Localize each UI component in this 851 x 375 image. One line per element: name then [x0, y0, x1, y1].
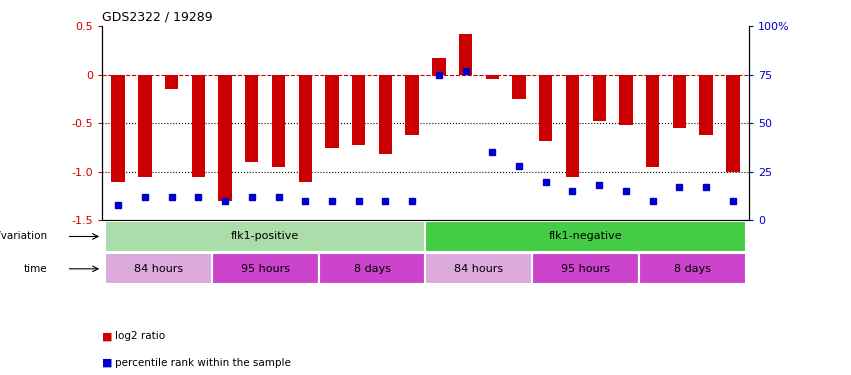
Bar	[405, 75, 419, 135]
Bar	[325, 75, 339, 147]
Bar	[426, 253, 533, 284]
Bar	[111, 75, 125, 182]
Bar	[138, 75, 151, 177]
Bar	[639, 253, 746, 284]
Text: time: time	[24, 264, 47, 274]
Bar	[318, 253, 426, 284]
Text: flk1-positive: flk1-positive	[231, 231, 300, 242]
Bar	[165, 75, 179, 89]
Text: flk1-negative: flk1-negative	[549, 231, 623, 242]
Bar	[245, 75, 259, 162]
Text: ■: ■	[102, 331, 112, 341]
Bar	[512, 75, 526, 99]
Text: ■: ■	[102, 357, 112, 368]
Bar	[672, 75, 686, 128]
Text: 84 hours: 84 hours	[134, 264, 183, 274]
Bar	[212, 253, 318, 284]
Bar	[191, 75, 205, 177]
Text: 95 hours: 95 hours	[562, 264, 610, 274]
Bar	[352, 75, 365, 145]
Bar	[379, 75, 392, 154]
Bar	[646, 75, 660, 167]
Bar	[486, 75, 499, 79]
Bar	[726, 75, 740, 172]
Bar	[299, 75, 312, 182]
Text: 84 hours: 84 hours	[454, 264, 504, 274]
Text: 95 hours: 95 hours	[241, 264, 289, 274]
Bar	[592, 75, 606, 122]
Text: 8 days: 8 days	[353, 264, 391, 274]
Bar	[700, 75, 713, 135]
Text: genotype/variation: genotype/variation	[0, 231, 47, 242]
Bar	[533, 253, 639, 284]
Bar	[219, 75, 231, 201]
Bar	[459, 34, 472, 75]
Bar	[620, 75, 632, 125]
Text: percentile rank within the sample: percentile rank within the sample	[115, 357, 291, 368]
Text: log2 ratio: log2 ratio	[115, 331, 165, 341]
Bar	[539, 75, 552, 141]
Text: GDS2322 / 19289: GDS2322 / 19289	[102, 11, 213, 24]
Text: 8 days: 8 days	[674, 264, 711, 274]
Bar	[566, 75, 580, 177]
Bar	[105, 221, 426, 252]
Bar	[432, 58, 446, 75]
Bar	[426, 221, 746, 252]
Bar	[271, 75, 285, 167]
Bar	[105, 253, 212, 284]
